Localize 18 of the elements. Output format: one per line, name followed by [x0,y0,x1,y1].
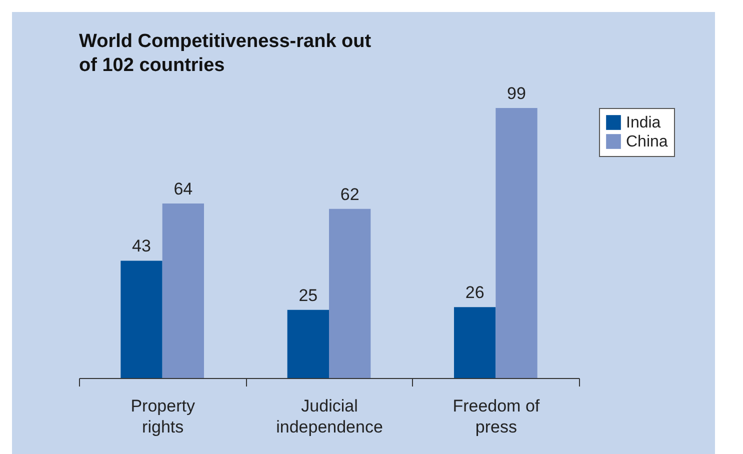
data-label: 99 [507,84,526,103]
legend-label: China [626,134,668,150]
x-tick-label: Freedom of press [452,396,540,436]
data-label: 62 [340,184,360,204]
bar [287,310,329,378]
bar [454,307,496,378]
bar [162,203,204,378]
chart-title: World Competitiveness-rank out of 102 countries [79,31,372,76]
legend-label: India [626,114,661,132]
data-label: 43 [132,236,151,256]
bar [329,208,371,378]
x-tick-label: Property rights [130,396,196,436]
bar [496,108,538,378]
x-tick-label: Judicial independence [276,396,383,436]
data-label: 64 [174,179,193,198]
bar [120,260,162,378]
data-label: 26 [465,283,484,302]
data-label: 25 [298,286,318,305]
